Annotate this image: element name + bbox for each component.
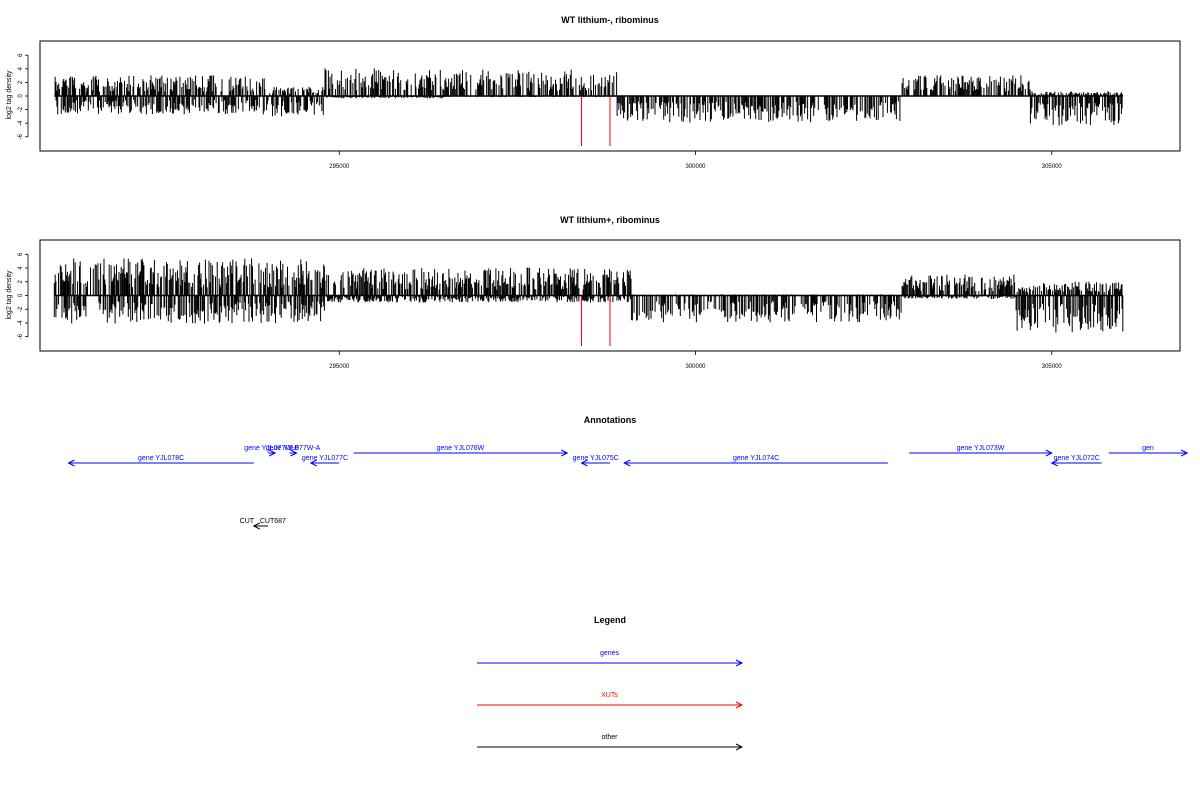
arrow-head-icon [1180,449,1189,457]
arrow-head-icon [735,701,744,709]
plot-frame [39,239,1181,352]
legend-item-label: genes [600,650,620,657]
x-tick-label: 305000 [1042,364,1063,370]
arrow-head-icon [67,459,75,467]
x-tick-label: 300000 [685,364,706,370]
x-tick-label: 295000 [329,364,350,370]
gene-label: gene YJL075C [573,455,619,462]
gene-label: gene YJL076W [437,445,485,452]
x-tick-label: 300000 [685,164,706,170]
gene-label: gene YJL077W-A [266,445,321,452]
y-axis-label: log2 tag density [6,70,13,120]
panel-lithium-minus: WT lithium-, ribominus log2 tag density … [6,15,1181,170]
legend-item-label: other [602,734,619,741]
gene-label: gene YJL078C [138,455,184,462]
panel-title: WT lithium-, ribominus [561,15,659,25]
other-label: CUT687 [260,518,286,525]
y-tick-label: 0 [18,94,24,98]
gene-label: gene YJL077W-B [244,445,299,452]
y-tick-label: -4 [18,120,24,126]
arrow-head-icon [309,459,317,467]
gene-label: gene YJL072C [1054,455,1100,462]
x-tick-label: 305000 [1042,164,1063,170]
arrow-head-icon [252,522,260,530]
legend: Legend genes XUTs other [477,615,744,751]
y-tick-label: 6 [18,53,24,57]
arrow-head-icon [268,449,277,457]
gene-label: gene YJL073W [957,445,1005,452]
gene-label: gene YJL074C [733,455,779,462]
density-bars [54,68,1123,126]
plot-frame [39,40,1181,152]
y-tick-label: -2 [18,306,24,312]
y-tick-label: 2 [18,80,24,84]
y-tick-label: 2 [18,279,24,283]
y-tick-label: -6 [18,333,24,339]
arrow-head-icon [735,743,744,751]
other-label: CUT [240,518,255,525]
gene-label: gen [1142,445,1154,452]
y-tick-label: -6 [18,133,24,139]
arrow-head-icon [735,659,744,667]
y-tick-label: -2 [18,106,24,112]
y-tick-label: 0 [18,293,24,297]
x-tick-label: 295000 [329,164,350,170]
panel-title: WT lithium+, ribominus [560,215,660,225]
legend-item-label: XUTs [601,692,618,699]
legend-title: Legend [594,615,626,625]
y-tick-label: 6 [18,252,24,256]
arrow-head-icon [561,449,569,457]
arrow-head-icon [623,459,631,467]
y-tick-label: 4 [18,66,24,70]
annotations-title: Annotations [584,415,637,425]
y-tick-label: -4 [18,320,24,326]
panel-lithium-plus: WT lithium+, ribominus log2 tag density … [6,215,1181,370]
arrow-head-icon [580,459,588,467]
y-axis-label: log2 tag density [6,270,13,320]
arrow-head-icon [290,449,298,457]
arrow-head-icon [1050,459,1058,467]
y-tick-label: 4 [18,266,24,270]
gene-label: gene YJL077C [302,455,348,462]
arrow-head-icon [1045,449,1053,457]
